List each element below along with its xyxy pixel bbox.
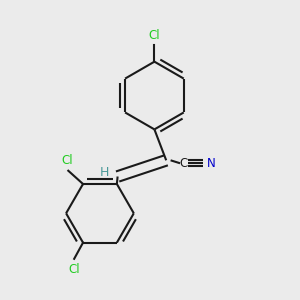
Text: N: N bbox=[206, 157, 215, 170]
Text: Cl: Cl bbox=[68, 263, 80, 276]
Text: Cl: Cl bbox=[61, 154, 73, 167]
Text: Cl: Cl bbox=[148, 29, 160, 42]
Text: C: C bbox=[180, 157, 188, 170]
Text: H: H bbox=[100, 167, 109, 179]
